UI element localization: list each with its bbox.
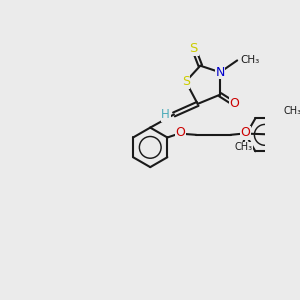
- Text: O: O: [230, 98, 239, 110]
- Text: O: O: [240, 126, 250, 139]
- Text: CH₃: CH₃: [240, 56, 260, 65]
- Text: O: O: [176, 126, 185, 139]
- Text: N: N: [215, 66, 225, 79]
- Text: CH₃: CH₃: [284, 106, 300, 116]
- Text: CH₃: CH₃: [234, 142, 252, 152]
- Text: S: S: [190, 42, 198, 55]
- Text: S: S: [182, 75, 190, 88]
- Text: H: H: [161, 108, 170, 121]
